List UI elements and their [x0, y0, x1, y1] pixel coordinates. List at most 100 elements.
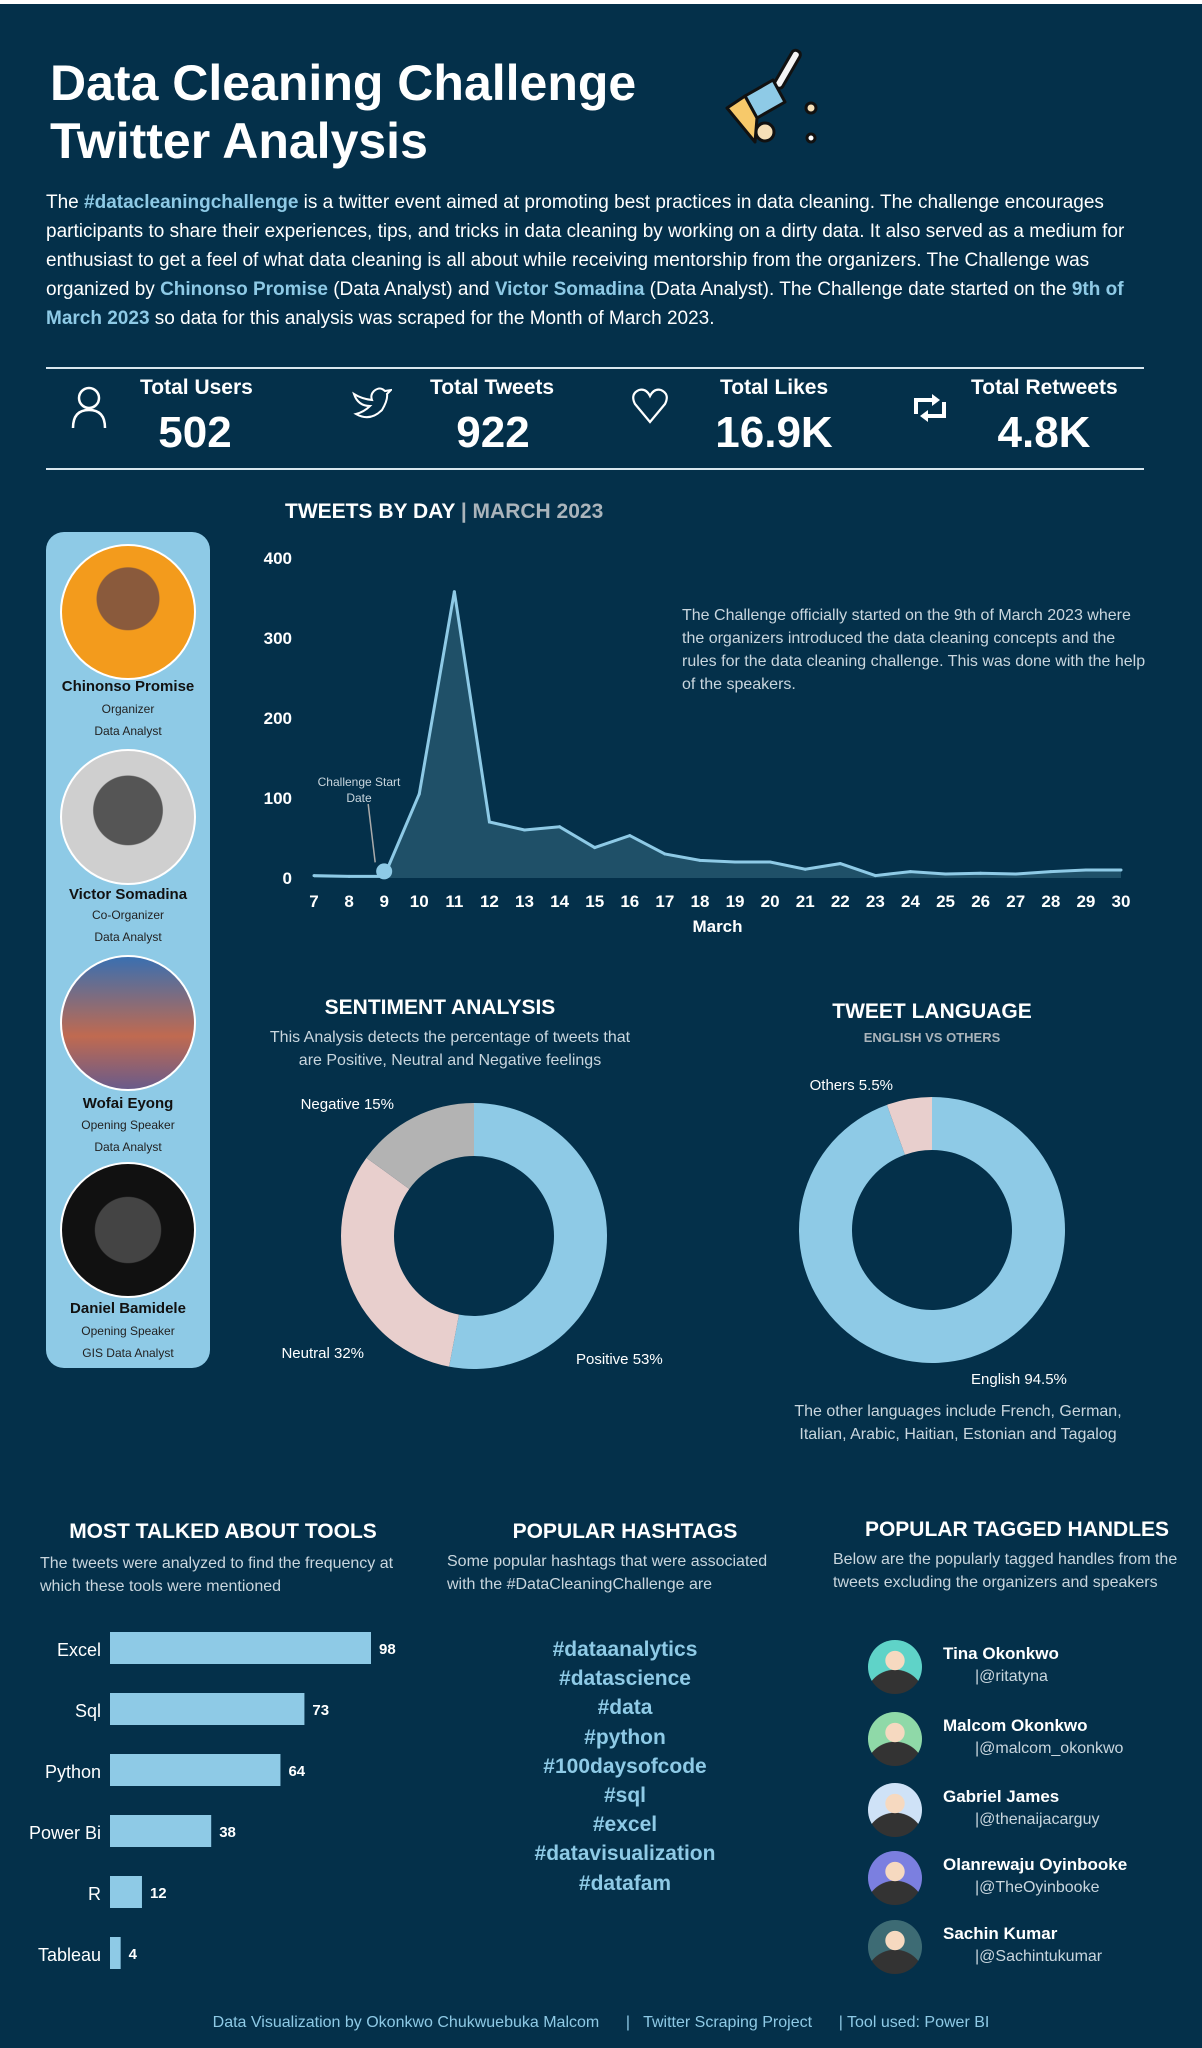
marker-label: Challenge Start Date [318, 775, 401, 805]
hashtag-item[interactable]: #100daysofcode [543, 1754, 707, 1778]
x-tick-label: 19 [726, 892, 745, 911]
y-tick-label: 100 [264, 789, 292, 808]
speaker-title: Data Analyst [94, 1140, 162, 1154]
data-point [452, 590, 456, 594]
bar-category-label: R [88, 1884, 101, 1904]
x-tick-label: 29 [1076, 892, 1095, 911]
handle-link[interactable]: |@TheOyinbooke [975, 1879, 1100, 1896]
donut-charts: Positive 53% Neutral 32% Negative 15% Engli… [281, 1077, 1066, 1388]
handle-name: Sachin Kumar [943, 1924, 1058, 1943]
speaker-photo [60, 749, 196, 885]
hashtag-item[interactable]: #datavisualization [534, 1842, 716, 1866]
x-axis-label: March [692, 917, 742, 936]
handle-link[interactable]: |@malcom_okonkwo [975, 1740, 1124, 1757]
x-tick-label: 30 [1112, 892, 1131, 911]
hashtag-item[interactable]: #datafam [578, 1871, 672, 1895]
data-point [312, 874, 316, 878]
tools-title: MOST TALKED ABOUT TOOLS [69, 1520, 377, 1543]
language-subtitle: ENGLISH VS OTHERS [863, 1030, 1001, 1045]
hashtag-item[interactable]: #data [597, 1696, 653, 1720]
title-line-1: Data Cleaning Challenge [50, 55, 637, 111]
data-point [1049, 870, 1053, 874]
data-point [733, 860, 737, 864]
bar-category-label: Excel [57, 1640, 101, 1660]
language-note: The other languages include French, Germ… [794, 1403, 1122, 1443]
hashtag-item[interactable]: #excel [592, 1813, 658, 1837]
hashtags-title: POPULAR HASHTAGS [512, 1520, 738, 1543]
x-tick-label: 26 [971, 892, 990, 911]
slice-english[interactable] [799, 1096, 1066, 1363]
y-tick-label: 400 [264, 549, 292, 568]
data-point [944, 872, 948, 876]
hashtag-item[interactable]: #datascience [559, 1667, 691, 1691]
challenge-start-marker[interactable] [376, 863, 393, 880]
retweet-icon [914, 394, 946, 422]
data-point [523, 828, 527, 832]
x-tick-label: 21 [796, 892, 815, 911]
date-highlight: 9th of March 2023 [46, 279, 1124, 329]
x-tick-label: 13 [515, 892, 534, 911]
data-point [838, 862, 842, 866]
hashtag-item[interactable]: #sql [603, 1784, 647, 1807]
kpi-value-users: 502 [158, 408, 232, 457]
data-point [628, 834, 632, 838]
data-point [417, 792, 421, 796]
x-tick-label: 15 [585, 892, 604, 911]
kpi-value-retweets: 4.8K [997, 408, 1091, 457]
y-tick-label: 0 [283, 869, 292, 888]
data-point [803, 867, 807, 871]
bar-excel[interactable] [110, 1632, 371, 1664]
speaker-name: Chinonso Promise [61, 678, 195, 695]
kpi-value-likes: 16.9K [715, 408, 833, 457]
avatar-icon [868, 1712, 922, 1766]
data-point [873, 874, 877, 878]
avatar-icon [868, 1920, 922, 1974]
slice-label: Others 5.5% [810, 1077, 893, 1094]
hashtag-item[interactable]: #python [584, 1725, 666, 1749]
handle-link[interactable]: |@Sachintukumar [975, 1948, 1103, 1965]
dashboard: Data Cleaning Challenge Twitter Analysis… [0, 4, 1202, 2048]
data-point [768, 860, 772, 864]
handle-link[interactable]: |@thenaijacarguy [975, 1811, 1100, 1828]
bar-category-label: Tableau [38, 1945, 101, 1965]
speaker-title: Data Analyst [94, 724, 162, 738]
speaker-role: Co-Organizer [91, 908, 165, 922]
bar-power-bi[interactable] [110, 1815, 212, 1847]
bar-value-label: 4 [129, 1946, 138, 1963]
hashtag-item[interactable]: #dataanalytics [552, 1638, 698, 1661]
x-tick-label: 9 [379, 892, 388, 911]
data-point [558, 825, 562, 829]
handle-link[interactable]: |@ritatyna [975, 1668, 1048, 1685]
divider [46, 468, 1144, 470]
bar-category-label: Power Bi [29, 1823, 101, 1843]
x-tick-label: 17 [655, 892, 674, 911]
bar-value-label: 64 [288, 1763, 305, 1780]
speaker-role: Opening Speaker [81, 1118, 175, 1132]
data-point [487, 820, 491, 824]
x-tick-label: 11 [445, 892, 463, 911]
slice-negative[interactable] [366, 1103, 474, 1189]
x-tick-label: 23 [866, 892, 885, 911]
bar-tableau[interactable] [110, 1937, 121, 1969]
handles-title: POPULAR TAGGED HANDLES [864, 1518, 1170, 1541]
heart-icon [632, 388, 668, 424]
speaker-photo [60, 955, 196, 1091]
hashtags-subtitle: Some popular hashtags that were associat… [447, 1553, 768, 1593]
x-tick-label: 12 [480, 892, 499, 911]
slice-neutral[interactable] [341, 1157, 460, 1367]
speaker-title: Data Analyst [94, 930, 162, 944]
bar-r[interactable] [110, 1876, 142, 1908]
bar-sql[interactable] [110, 1693, 305, 1725]
data-point [1014, 872, 1018, 876]
avatar-icon [868, 1783, 922, 1837]
handles-subtitle: Below are the popularly tagged handles f… [833, 1551, 1178, 1591]
bar-value-label: 73 [312, 1702, 329, 1719]
handle-name: Gabriel James [943, 1787, 1060, 1806]
slice-others[interactable] [886, 1097, 932, 1155]
x-tick-label: 18 [690, 892, 709, 911]
data-point [1119, 868, 1123, 872]
slice-positive[interactable] [449, 1103, 607, 1369]
tools-subtitle: The tweets were analyzed to find the fre… [40, 1555, 394, 1595]
data-point [698, 858, 702, 862]
bar-python[interactable] [110, 1754, 281, 1786]
